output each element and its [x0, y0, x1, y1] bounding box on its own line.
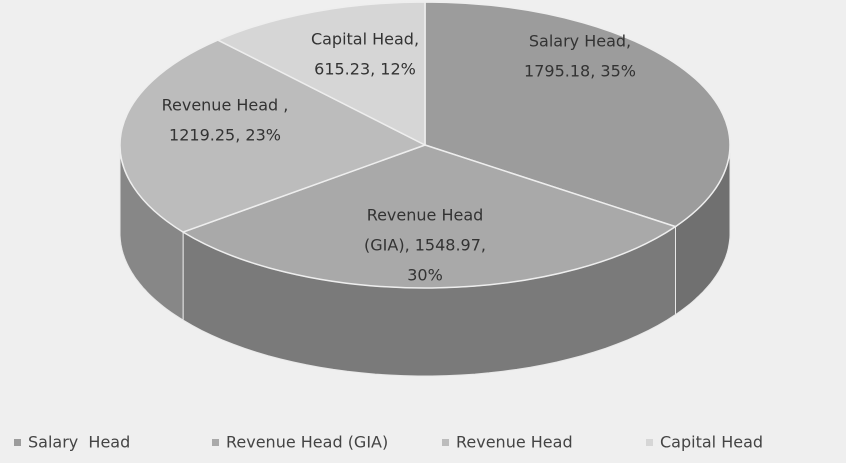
- legend-label: Salary Head: [28, 433, 130, 452]
- slice: [119, 39, 427, 233]
- data-label: 615.23, 12%: [314, 60, 416, 79]
- data-label: 1795.18, 35%: [524, 62, 636, 81]
- data-label: 1219.25, 23%: [169, 126, 281, 145]
- data-label: Revenue Head: [367, 206, 484, 225]
- data-label: (GIA), 1548.97,: [364, 236, 486, 255]
- slice: [424, 1, 731, 228]
- legend-marker: [14, 439, 21, 446]
- legend-marker: [646, 439, 653, 446]
- data-label: Salary Head,: [529, 32, 631, 51]
- data-label: Revenue Head ,: [162, 96, 289, 115]
- legend-label: Capital Head: [660, 433, 763, 452]
- legend-marker: [212, 439, 219, 446]
- slice: [216, 1, 426, 147]
- data-label: 30%: [407, 266, 443, 285]
- data-label: Capital Head,: [311, 30, 419, 49]
- slice: [181, 144, 678, 289]
- legend-marker: [442, 439, 449, 446]
- legend-label: Revenue Head (GIA): [226, 433, 388, 452]
- legend-label: Revenue Head: [456, 433, 573, 452]
